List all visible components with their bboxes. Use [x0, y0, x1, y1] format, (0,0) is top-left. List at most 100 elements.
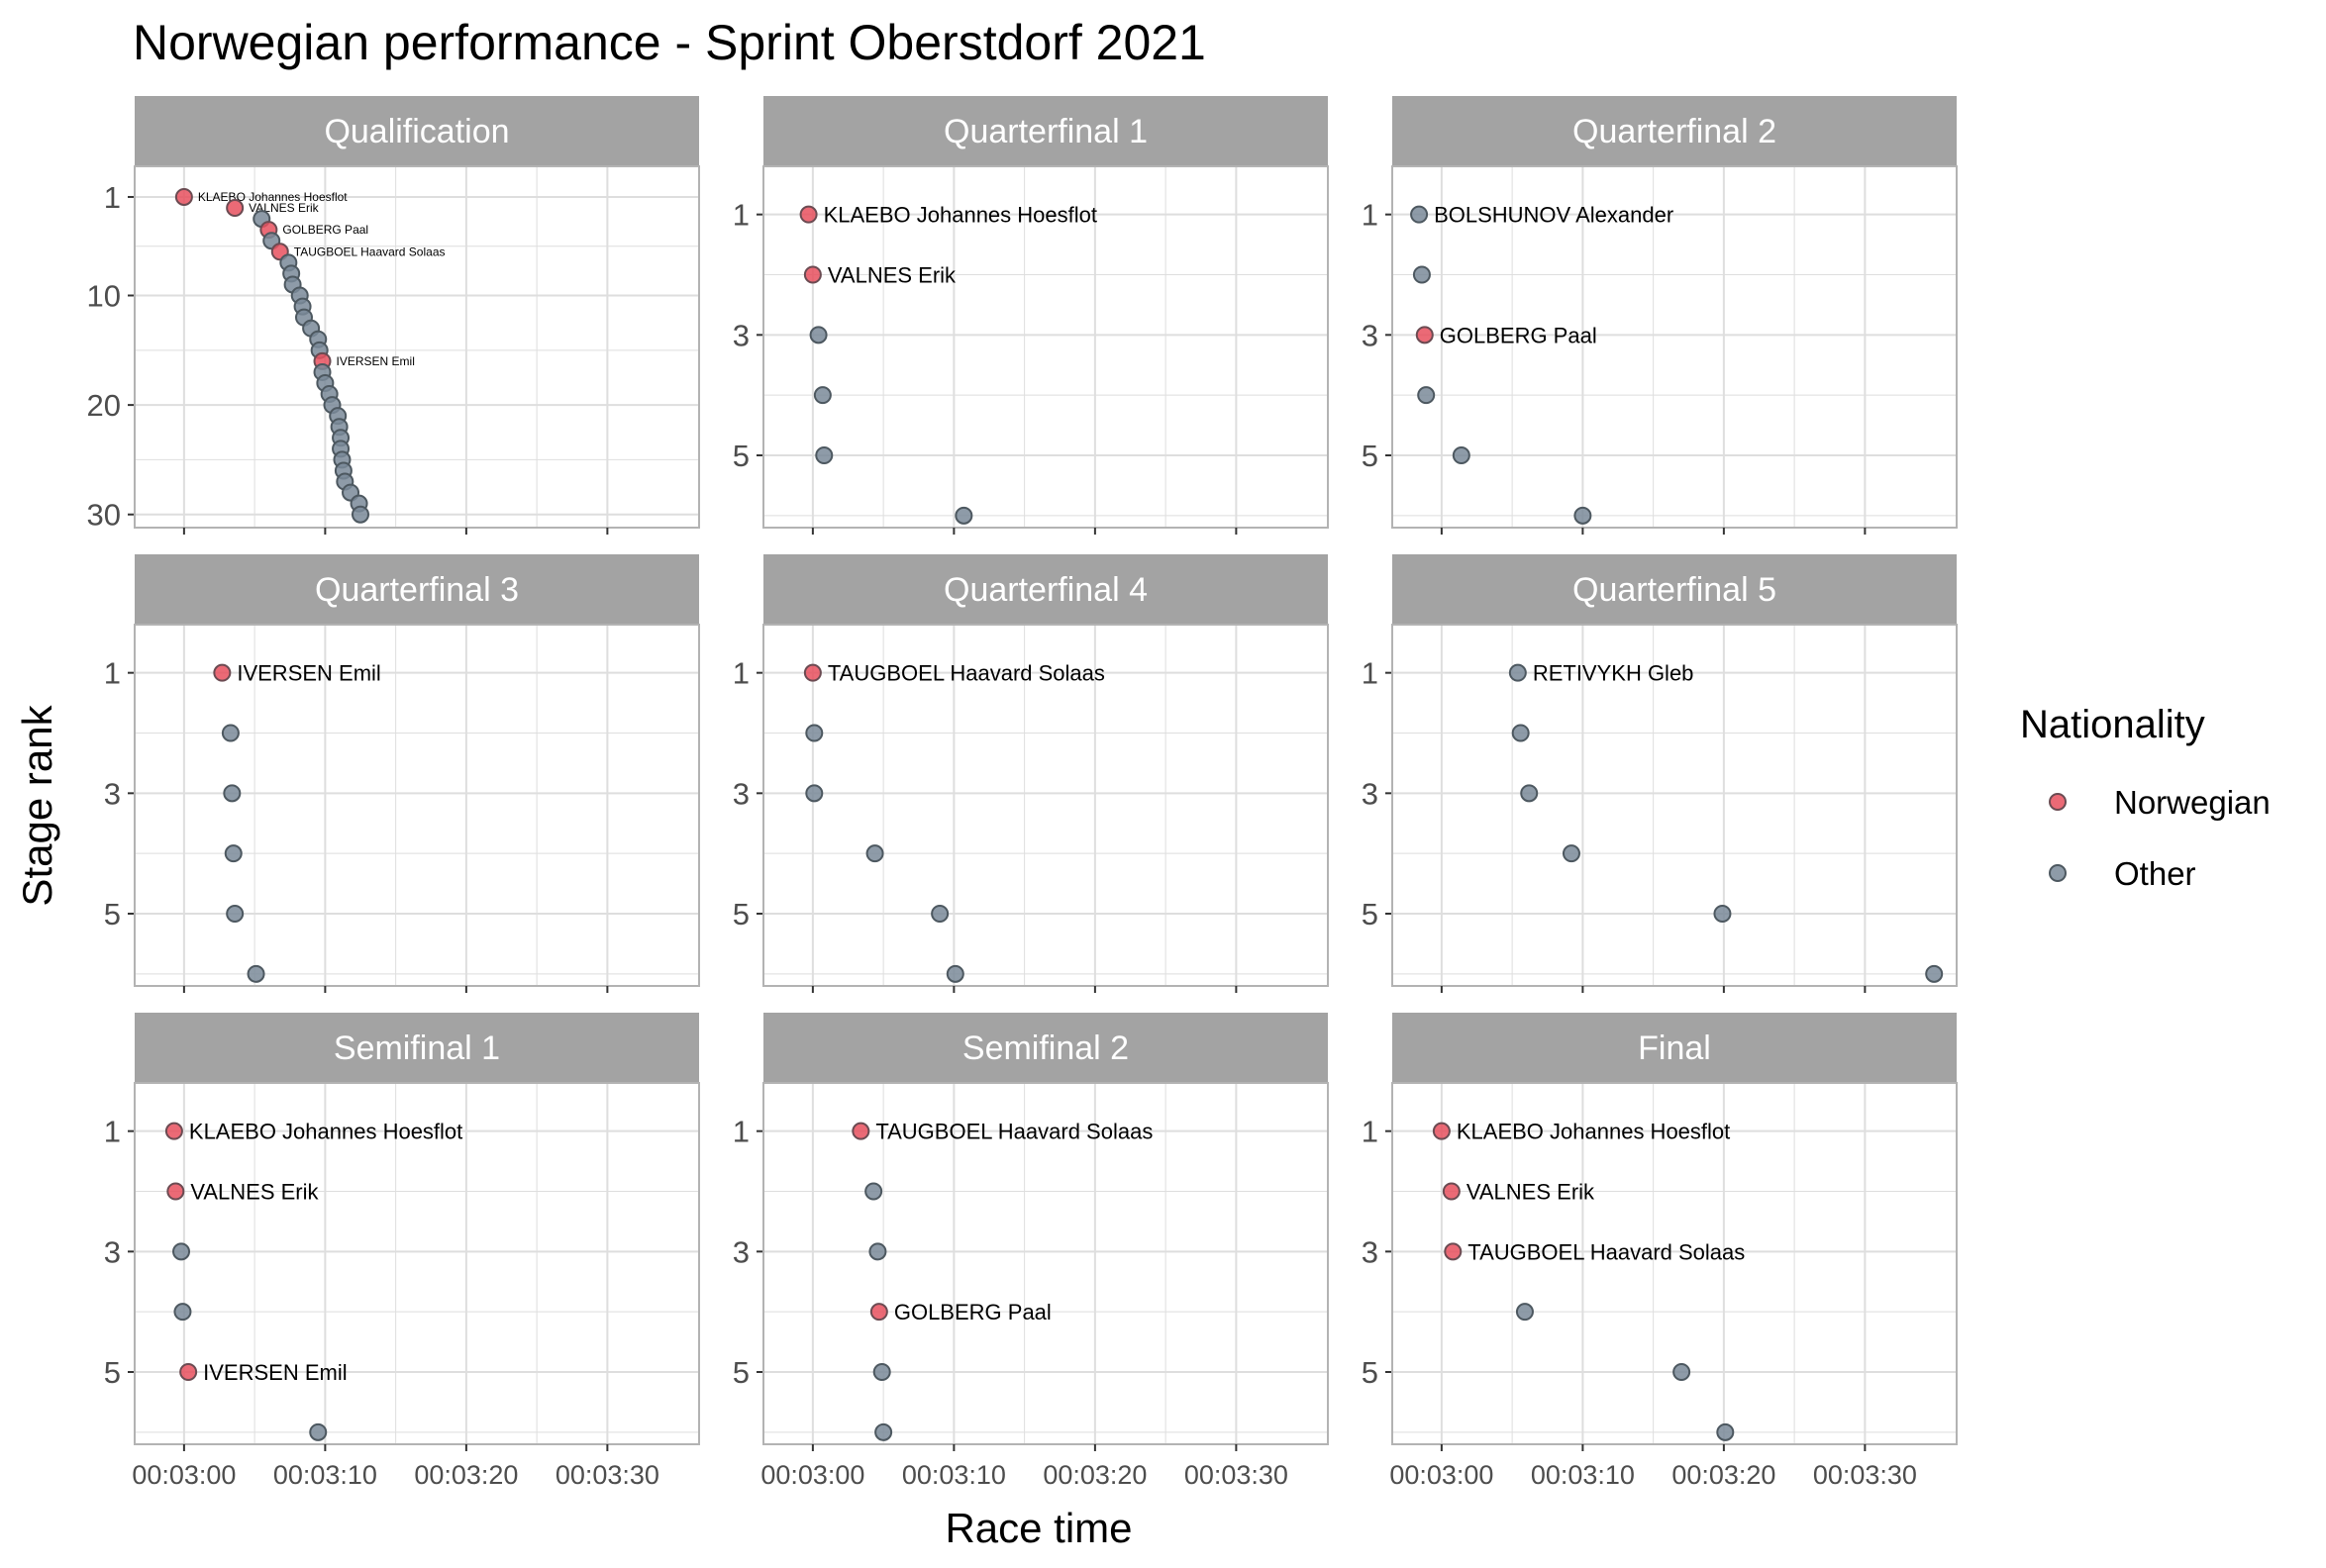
- panel-border: [134, 624, 700, 987]
- x-tick-label: 00:03:10: [902, 1460, 1006, 1490]
- panel-final: Final 1 3 5 00:03:00 00:03:10 00:03:20 00:03:30…: [1362, 1013, 1958, 1490]
- data-point-other: [221, 724, 240, 742]
- panel-background: [763, 166, 1328, 528]
- data-point-other: [864, 1182, 883, 1201]
- strip-label: Semifinal 1: [334, 1029, 500, 1067]
- data-point-other: [805, 784, 824, 803]
- data-point-other: [1515, 1303, 1534, 1322]
- panel-border: [1391, 165, 1958, 529]
- x-tick-label: 00:03:30: [556, 1460, 659, 1490]
- data-point-norwegian: [1442, 1182, 1461, 1201]
- y-tick-label: 1: [733, 198, 750, 233]
- data-point-other: [1573, 506, 1592, 525]
- x-tick-label: 00:03:20: [1671, 1460, 1775, 1490]
- y-tick-label: 5: [1362, 897, 1378, 931]
- data-point-other: [1412, 265, 1431, 284]
- panel-background: [135, 1083, 699, 1444]
- strip-label: Final: [1638, 1029, 1711, 1067]
- y-tick-label: 1: [733, 1115, 750, 1149]
- panel-background: [1392, 1083, 1957, 1444]
- y-tick-label: 3: [1362, 776, 1378, 811]
- data-point-other: [224, 844, 243, 863]
- data-point-other: [1562, 844, 1580, 863]
- legend-title: Nationality: [2020, 703, 2205, 746]
- data-point-other: [223, 784, 242, 803]
- y-tick-label: 1: [733, 656, 750, 691]
- data-point-other: [955, 506, 973, 525]
- data-point-other: [809, 326, 828, 344]
- data-point-norwegian: [226, 199, 245, 218]
- x-tick-label: 00:03:30: [1813, 1460, 1917, 1490]
- y-tick-label: 3: [733, 1234, 750, 1269]
- data-point-norwegian: [852, 1122, 870, 1140]
- x-tick-label: 00:03:00: [132, 1460, 236, 1490]
- strip-label: Semifinal 2: [962, 1029, 1129, 1067]
- data-point-other: [1713, 905, 1732, 923]
- data-point-norwegian: [803, 663, 822, 682]
- data-point-other: [172, 1242, 191, 1261]
- point-label: TAUGBOEL Haavard Solaas: [828, 661, 1105, 686]
- panel-border: [134, 165, 700, 529]
- data-point-norwegian: [164, 1122, 183, 1140]
- strip-background: [135, 554, 699, 625]
- x-tick-label: 00:03:00: [1389, 1460, 1493, 1490]
- data-point-norwegian: [166, 1182, 185, 1201]
- x-tick-label: 00:03:10: [273, 1460, 377, 1490]
- point-label: IVERSEN Emil: [337, 354, 415, 368]
- panel-background: [1392, 625, 1957, 986]
- data-point-other: [1511, 724, 1530, 742]
- data-point-other: [1716, 1422, 1735, 1441]
- data-point-other: [226, 905, 245, 923]
- data-point-other: [813, 386, 832, 405]
- data-point-norwegian: [1415, 326, 1434, 344]
- strip-background: [1392, 1013, 1957, 1083]
- point-label: KLAEBO Johannes Hoesflot: [1457, 1120, 1730, 1144]
- data-point-other: [1410, 205, 1429, 224]
- data-point-other: [173, 1303, 192, 1322]
- panel-quarterfinal-3: Quarterfinal 3 1 3 5 IVERSEN Emil: [104, 554, 700, 993]
- x-tick-label: 00:03:30: [1184, 1460, 1288, 1490]
- strip-background: [1392, 554, 1957, 625]
- chart-title: Norwegian performance - Sprint Oberstdor…: [133, 15, 1206, 70]
- data-point-norwegian: [174, 187, 193, 206]
- panel-semifinal-1: Semifinal 1 1 3 5 00:03:00 00:03:10 00:03:20 00…: [104, 1013, 700, 1490]
- x-tick-label: 00:03:00: [760, 1460, 864, 1490]
- y-tick-label: 5: [1362, 1355, 1378, 1390]
- data-point-norwegian: [1432, 1122, 1451, 1140]
- legend-key-norwegian: [2049, 793, 2067, 811]
- strip-background: [135, 1013, 699, 1083]
- y-tick-label: 1: [104, 1115, 121, 1149]
- strip-background: [1392, 96, 1957, 166]
- panel-quarterfinal-5: Quarterfinal 5 1 3 5 RETIVYKH Gleb: [1362, 554, 1958, 993]
- y-tick-label: 1: [104, 656, 121, 691]
- y-tick-label: 5: [104, 1355, 121, 1390]
- y-tick-label: 3: [1362, 318, 1378, 352]
- strip-label: Qualification: [324, 113, 509, 150]
- y-tick-label: 5: [733, 439, 750, 473]
- legend-label-norwegian: Norwegian: [2114, 784, 2271, 821]
- x-tick-label: 00:03:20: [1043, 1460, 1147, 1490]
- panel-background: [135, 166, 699, 528]
- panel-border: [134, 1082, 700, 1445]
- point-label: IVERSEN Emil: [237, 661, 380, 686]
- y-tick-label: 30: [87, 498, 121, 533]
- point-label: RETIVYKH Gleb: [1533, 661, 1694, 686]
- data-point-norwegian: [1444, 1242, 1463, 1261]
- panel-quarterfinal-4: Quarterfinal 4 1 3 5 TAUGBOEL Haavard Solaas: [733, 554, 1329, 993]
- point-label: VALNES Erik: [828, 263, 957, 288]
- y-tick-label: 5: [733, 897, 750, 931]
- data-point-other: [247, 964, 265, 983]
- point-label: GOLBERG Paal: [894, 1300, 1052, 1324]
- data-point-other: [865, 844, 884, 863]
- facet-panels: Qualification 1 10 20 30 KLAEBO Johannes Hoes…: [87, 96, 1958, 1490]
- strip-background: [763, 1013, 1328, 1083]
- data-point-other: [309, 1422, 328, 1441]
- strip-background: [763, 96, 1328, 166]
- point-label: KLAEBO Johannes Hoesflot: [824, 203, 1097, 228]
- panel-background: [135, 625, 699, 986]
- strip-label: Quarterfinal 2: [1572, 113, 1776, 150]
- point-label: KLAEBO Johannes Hoesflot: [189, 1120, 462, 1144]
- panel-background: [1392, 166, 1957, 528]
- y-tick-label: 3: [733, 776, 750, 811]
